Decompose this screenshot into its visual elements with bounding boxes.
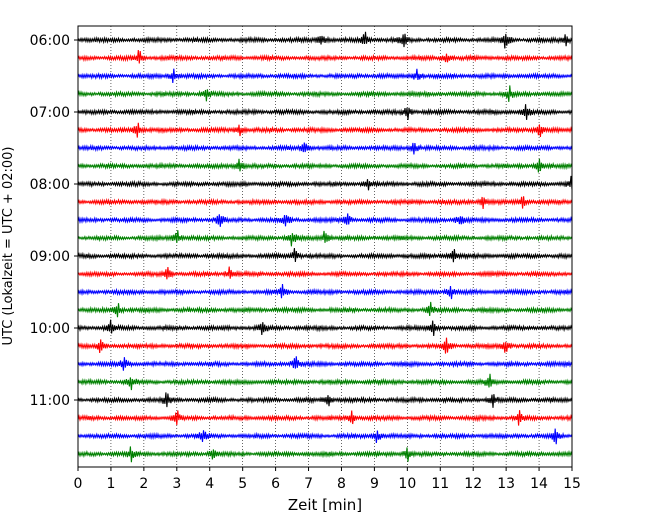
y-axis-label: UTC (Lokalzeit = UTC + 02:00)	[1, 147, 16, 346]
seismogram-trace	[77, 301, 573, 318]
y-tick-label: 09:00	[30, 249, 70, 265]
x-tick-label: 9	[370, 476, 379, 492]
x-tick-label: 5	[238, 476, 247, 492]
x-tick-label: 2	[139, 476, 148, 492]
x-tick-label: 14	[530, 476, 548, 492]
x-tick-label: 1	[106, 476, 115, 492]
seismogram-trace	[77, 142, 573, 155]
seismogram-trace	[77, 356, 573, 371]
seismogram-trace	[77, 428, 573, 445]
seismogram-trace	[77, 31, 573, 49]
seismogram-trace	[77, 213, 573, 227]
y-axis: 06:00 07:00 08:00 09:00 10:00 11:00	[30, 33, 78, 409]
plot-frame	[77, 25, 573, 468]
seismogram-trace	[77, 122, 573, 138]
seismogram-trace	[77, 158, 573, 173]
y-tick-label: 07:00	[30, 105, 70, 121]
x-tick-label: 3	[172, 476, 181, 492]
x-axis-label: Zeit [min]	[288, 496, 362, 514]
seismogram-trace	[77, 283, 573, 300]
seismogram-trace	[77, 373, 573, 391]
seismogram-trace	[77, 68, 573, 84]
x-tick-label: 11	[431, 476, 449, 492]
x-tick-label: 12	[464, 476, 482, 492]
y-tick-label: 11:00	[30, 393, 70, 409]
seismogram-trace	[77, 104, 573, 121]
seismogram-trace	[77, 196, 573, 210]
seismogram-trace	[77, 85, 573, 102]
seismogram-trace	[77, 230, 573, 247]
x-axis: 0 1 2 3 4 5 6 7 8 9 10 11 12 13 14 15	[74, 467, 581, 492]
seismogram-trace	[77, 319, 573, 337]
seismogram-trace	[77, 446, 573, 463]
y-tick-label: 06:00	[30, 33, 70, 49]
y-tick-label: 10:00	[30, 321, 70, 337]
x-tick-label: 7	[304, 476, 313, 492]
seismogram-trace	[77, 247, 573, 263]
y-tick-label: 08:00	[30, 177, 70, 193]
seismogram-traces	[77, 31, 573, 463]
seismogram-trace	[77, 50, 573, 64]
seismogram-trace	[77, 410, 573, 426]
seismogram-trace	[77, 175, 573, 191]
seismogram-trace	[77, 337, 573, 354]
x-tick-label: 0	[74, 476, 83, 492]
x-tick-label: 10	[398, 476, 416, 492]
x-tick-label: 6	[271, 476, 280, 492]
x-tick-label: 4	[205, 476, 214, 492]
seismogram-trace	[77, 266, 573, 280]
x-tick-label: 8	[337, 476, 346, 492]
x-tick-label: 13	[497, 476, 515, 492]
x-tick-label: 15	[563, 476, 581, 492]
seismogram-trace	[77, 392, 573, 408]
